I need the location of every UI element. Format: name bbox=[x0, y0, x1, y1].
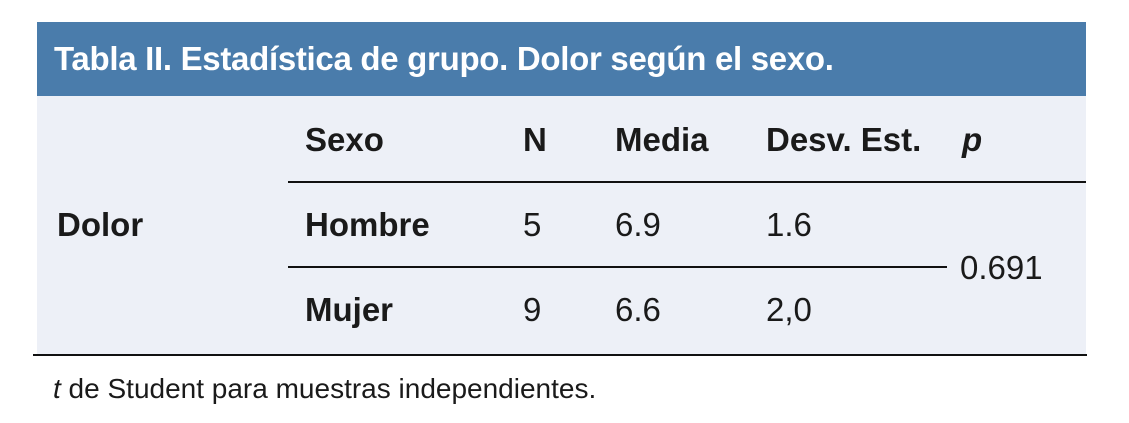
row-mujer-n: 9 bbox=[523, 291, 542, 328]
column-header-sexo: Sexo bbox=[305, 121, 384, 158]
row-divider-rule bbox=[288, 266, 947, 268]
footnote-italic-t: t bbox=[53, 373, 61, 404]
p-value: 0.691 bbox=[960, 249, 1043, 286]
row-hombre-n: 5 bbox=[523, 206, 542, 243]
column-header-media: Media bbox=[615, 121, 709, 158]
row-mujer-media: 6.6 bbox=[615, 291, 661, 328]
column-header-desv: Desv. Est. bbox=[766, 121, 922, 158]
row-hombre-desv: 1.6 bbox=[766, 206, 812, 243]
row-hombre-media: 6.9 bbox=[615, 206, 661, 243]
column-header-p: p bbox=[962, 121, 983, 158]
row-mujer-sexo: Mujer bbox=[305, 291, 394, 328]
header-rule bbox=[288, 181, 1086, 183]
row-hombre-sexo: Hombre bbox=[305, 206, 430, 243]
table-title: Tabla II. Estadística de grupo. Dolor se… bbox=[54, 40, 834, 77]
table-title-bar: Tabla II. Estadística de grupo. Dolor se… bbox=[37, 22, 1086, 96]
row-group-label: Dolor bbox=[57, 206, 144, 243]
footnote-text: de Student para muestras independientes. bbox=[60, 373, 597, 404]
row-mujer-desv: 2,0 bbox=[766, 291, 812, 328]
footnote: t de Student para muestras independiente… bbox=[53, 375, 596, 403]
table-body-panel bbox=[37, 96, 1086, 355]
bottom-rule bbox=[33, 354, 1087, 356]
column-header-n: N bbox=[523, 121, 547, 158]
